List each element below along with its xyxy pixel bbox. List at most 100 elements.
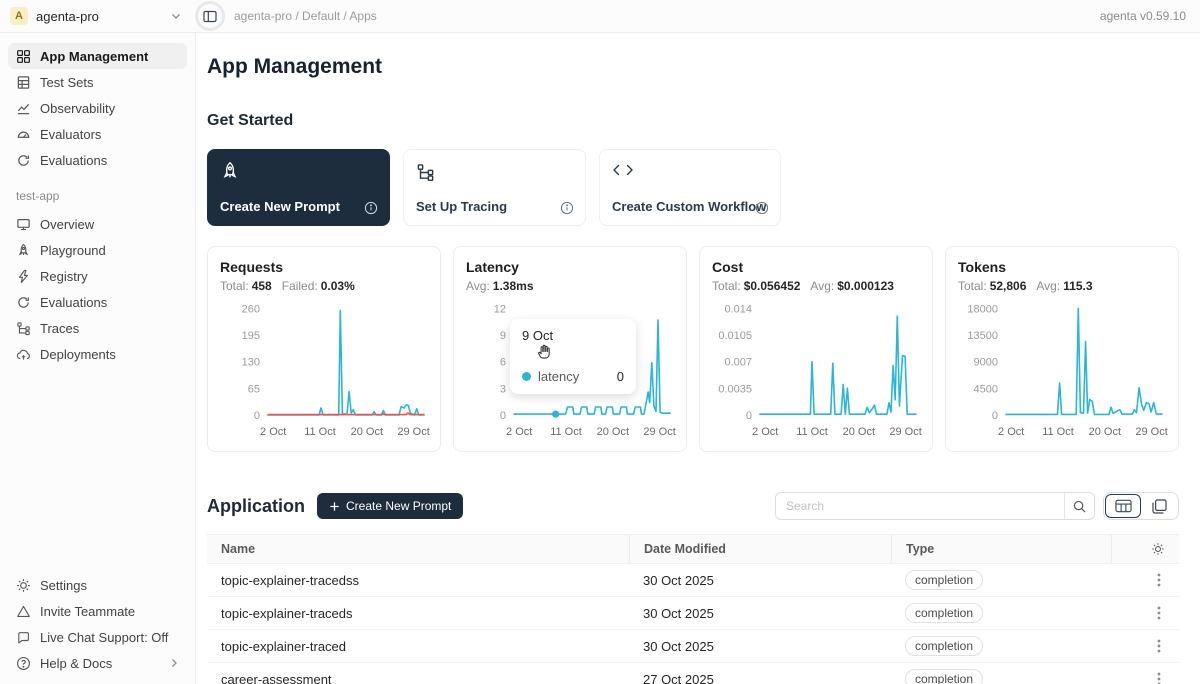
- sidebar-item-label: Registry: [40, 268, 88, 284]
- card-view-button[interactable]: [1141, 494, 1177, 518]
- requests-chart[interactable]: 0 65 130 195 260 2 Oct 11 Oct 20 Oct 29 Oct: [220, 293, 432, 445]
- table-row[interactable]: topic-explainer-traceds 30 Oct 2025 comp…: [207, 597, 1179, 630]
- app-name[interactable]: topic-explainer-traced: [221, 638, 347, 654]
- workspace-avatar: A: [10, 7, 28, 25]
- table-icon: [16, 75, 31, 90]
- app-name[interactable]: topic-explainer-tracedss: [221, 572, 360, 588]
- info-icon[interactable]: [364, 201, 378, 215]
- app-type-badge: completion: [905, 603, 984, 623]
- svg-text:130: 130: [242, 357, 260, 369]
- svg-text:11 Oct: 11 Oct: [796, 426, 828, 438]
- tokens-chart[interactable]: 0 4500 9000 13500 18000 2 Oct 11 Oct 20 Oct 29 O…: [958, 293, 1170, 445]
- sidebar-item-label: Evaluations: [40, 294, 108, 310]
- create-new-prompt-card[interactable]: Create New Prompt: [207, 149, 390, 226]
- svg-text:0.014: 0.014: [724, 303, 752, 315]
- app-name[interactable]: topic-explainer-traceds: [221, 605, 353, 621]
- header-date-modified[interactable]: Date Modified: [629, 535, 891, 563]
- sidebar-item-app-management[interactable]: App Management: [8, 43, 187, 69]
- get-started-cards: Create New Prompt Set Up Tracing Create …: [207, 149, 1179, 226]
- sidebar-item-label: Help & Docs: [40, 655, 113, 671]
- table-row[interactable]: topic-explainer-tracedss 30 Oct 2025 com…: [207, 564, 1179, 597]
- header-type[interactable]: Type: [891, 535, 1111, 563]
- sidebar-item-deployments[interactable]: Deployments: [8, 341, 187, 367]
- set-up-tracing-card[interactable]: Set Up Tracing: [403, 149, 586, 226]
- search-box: [775, 492, 1095, 520]
- create-custom-workflow-card[interactable]: Create Custom Workflow: [599, 149, 781, 226]
- sidebar-item-evaluators[interactable]: Evaluators: [8, 121, 187, 147]
- sync-icon: [16, 153, 31, 168]
- svg-text:2 Oct: 2 Oct: [506, 426, 532, 438]
- plus-icon: [329, 501, 340, 512]
- svg-text:0: 0: [500, 410, 506, 422]
- cost-chart[interactable]: 0 0.0035 0.007 0.0105 0.014 2 Oct 11 Oct 20 Oct…: [712, 293, 924, 445]
- sidebar-item-playground[interactable]: Playground: [8, 237, 187, 263]
- sidebar-item-traces[interactable]: Traces: [8, 315, 187, 341]
- search-input[interactable]: [776, 499, 1064, 513]
- create-button-label: Create New Prompt: [346, 499, 452, 513]
- sidebar-footer: Settings Invite Teammate Live Chat Suppo…: [8, 572, 187, 676]
- app-name[interactable]: career-assessment: [221, 671, 332, 684]
- sidebar-item-label: Test Sets: [40, 74, 94, 90]
- sidebar-item-help-docs[interactable]: Help & Docs: [8, 650, 187, 676]
- tooltip-series-value: 0: [616, 369, 624, 384]
- sidebar-item-label: Settings: [40, 577, 87, 593]
- svg-text:11 Oct: 11 Oct: [550, 426, 582, 438]
- tooltip-series-name: latency: [538, 369, 580, 384]
- metrics-cards: Requests Total: 458 Failed: 0.03% 0 65 130 195…: [207, 246, 1179, 452]
- table-view-button[interactable]: [1105, 494, 1141, 518]
- app-version: agenta v0.59.10: [1099, 9, 1186, 23]
- table-header: Name Date Modified Type: [207, 534, 1179, 564]
- workspace-selector[interactable]: A agenta-pro: [10, 7, 182, 25]
- chart-stats: Total: $0.056452 Avg: $0.000123: [712, 279, 894, 293]
- svg-text:260: 260: [242, 303, 260, 315]
- search-icon[interactable]: [1064, 493, 1094, 519]
- sidebar-item-label: Overview: [40, 216, 95, 232]
- cluster-icon: [16, 321, 31, 336]
- app-date-modified: 30 Oct 2025: [643, 572, 714, 588]
- sidebar-item-test-sets[interactable]: Test Sets: [8, 69, 187, 95]
- kebab-menu-icon[interactable]: [1153, 636, 1165, 656]
- card-label: Set Up Tracing: [416, 199, 508, 214]
- info-icon[interactable]: [755, 201, 769, 215]
- kebab-menu-icon[interactable]: [1153, 669, 1165, 684]
- monitor-icon: [16, 217, 31, 232]
- kebab-menu-icon[interactable]: [1153, 603, 1165, 623]
- column-settings-gear-icon[interactable]: [1151, 542, 1165, 556]
- svg-text:9: 9: [500, 330, 506, 342]
- sidebar-section-label: test-app: [16, 189, 60, 203]
- sidebar-item-evaluations[interactable]: Evaluations: [8, 147, 187, 173]
- cursor-pointer-icon: [536, 343, 553, 360]
- app-date-modified: 27 Oct 2025: [643, 671, 714, 684]
- chart-title: Cost: [712, 259, 744, 275]
- app-date-modified: 30 Oct 2025: [643, 605, 714, 621]
- kebab-menu-icon[interactable]: [1153, 570, 1165, 590]
- header-name[interactable]: Name: [221, 542, 256, 556]
- sidebar-item-settings[interactable]: Settings: [8, 572, 187, 598]
- card-label: Create New Prompt: [220, 199, 340, 214]
- sidebar-item-live-chat[interactable]: Live Chat Support: Off: [8, 624, 187, 650]
- sidebar-item-evaluations-app[interactable]: Evaluations: [8, 289, 187, 315]
- gear-icon: [16, 578, 31, 593]
- application-header: Application Create New Prompt: [207, 492, 1179, 520]
- info-icon[interactable]: [560, 201, 574, 215]
- table-row[interactable]: topic-explainer-traced 30 Oct 2025 compl…: [207, 630, 1179, 663]
- requests-chart-card: Requests Total: 458 Failed: 0.03% 0 65 130 195…: [207, 246, 441, 452]
- cloud-icon: [16, 347, 31, 362]
- sidebar-item-observability[interactable]: Observability: [8, 95, 187, 121]
- create-new-prompt-button[interactable]: Create New Prompt: [317, 493, 464, 519]
- sidebar-item-invite-teammate[interactable]: Invite Teammate: [8, 598, 187, 624]
- svg-text:29 Oct: 29 Oct: [889, 426, 921, 438]
- sidebar-collapse-button[interactable]: [198, 4, 222, 28]
- workspace-name: agenta-pro: [36, 8, 99, 24]
- grid-icon: [16, 49, 31, 64]
- header-actions: [1111, 535, 1179, 563]
- breadcrumb[interactable]: agenta-pro / Default / Apps: [234, 9, 377, 23]
- svg-text:29 Oct: 29 Oct: [397, 426, 429, 438]
- latency-chart[interactable]: 0 3 6 9 12 2 Oct 11 Oct 20 Oct 29 Oct: [466, 293, 678, 445]
- sidebar-item-registry[interactable]: Registry: [8, 263, 187, 289]
- bolt-icon: [16, 269, 31, 284]
- view-toggle: [1103, 492, 1179, 520]
- top-bar: A agenta-pro agenta-pro / Default / Apps…: [0, 0, 1200, 33]
- table-row[interactable]: career-assessment 27 Oct 2025 completion: [207, 663, 1179, 684]
- sidebar-item-overview[interactable]: Overview: [8, 211, 187, 237]
